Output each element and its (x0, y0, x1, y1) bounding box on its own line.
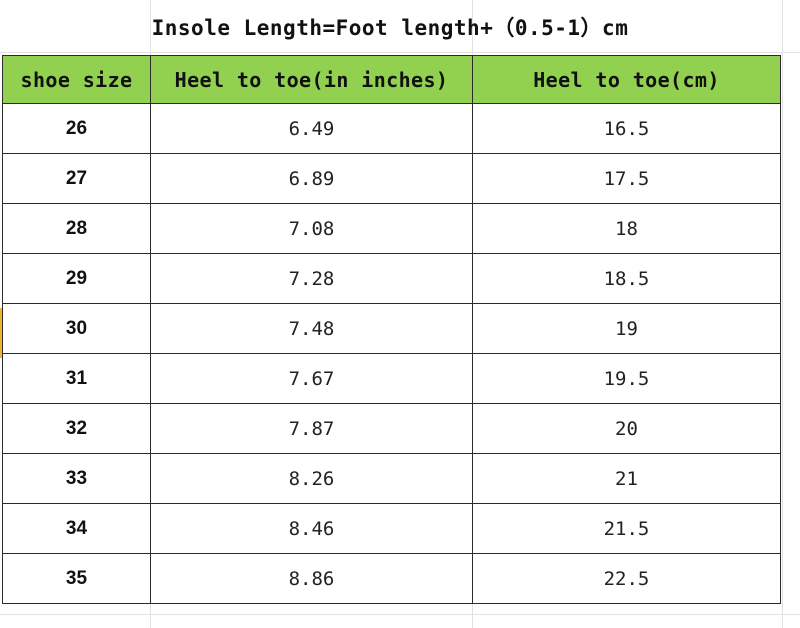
cell-inches[interactable]: 7.28 (150, 253, 473, 304)
row-selection-marker (0, 308, 3, 358)
cell-shoe-size[interactable]: 28 (2, 203, 151, 254)
cell-shoe-size[interactable]: 35 (2, 553, 151, 604)
sheet-gridline (0, 614, 800, 615)
cell-shoe-size[interactable]: 34 (2, 503, 151, 554)
table-row: 28 7.08 18 (2, 203, 781, 254)
cell-cm[interactable]: 20 (472, 403, 781, 454)
table-row: 35 8.86 22.5 (2, 553, 781, 604)
cell-inches[interactable]: 7.87 (150, 403, 473, 454)
header-heel-to-toe-inches[interactable]: Heel to toe(in inches) (150, 55, 473, 104)
cell-inches[interactable]: 7.48 (150, 303, 473, 354)
cell-shoe-size[interactable]: 31 (2, 353, 151, 404)
header-heel-to-toe-cm[interactable]: Heel to toe(cm) (472, 55, 781, 104)
cell-shoe-size[interactable]: 30 (2, 303, 151, 354)
cell-inches[interactable]: 6.89 (150, 153, 473, 204)
cell-cm[interactable]: 17.5 (472, 153, 781, 204)
size-chart-table: shoe size Heel to toe(in inches) Heel to… (2, 55, 781, 604)
table-row: 26 6.49 16.5 (2, 103, 781, 154)
cell-cm[interactable]: 21.5 (472, 503, 781, 554)
cell-shoe-size[interactable]: 33 (2, 453, 151, 504)
table-row: 30 7.48 19 (2, 303, 781, 354)
cell-cm[interactable]: 18 (472, 203, 781, 254)
page-title: Insole Length=Foot length+（0.5-1）cm (151, 16, 629, 40)
cell-cm[interactable]: 18.5 (472, 253, 781, 304)
cell-inches[interactable]: 7.67 (150, 353, 473, 404)
table-header-row: shoe size Heel to toe(in inches) Heel to… (2, 55, 781, 104)
table-row: 31 7.67 19.5 (2, 353, 781, 404)
cell-cm[interactable]: 16.5 (472, 103, 781, 154)
cell-inches[interactable]: 8.86 (150, 553, 473, 604)
cell-inches[interactable]: 8.46 (150, 503, 473, 554)
cell-shoe-size[interactable]: 29 (2, 253, 151, 304)
cell-shoe-size[interactable]: 26 (2, 103, 151, 154)
table-row: 27 6.89 17.5 (2, 153, 781, 204)
cell-cm[interactable]: 22.5 (472, 553, 781, 604)
cell-cm[interactable]: 19.5 (472, 353, 781, 404)
table-row: 34 8.46 21.5 (2, 503, 781, 554)
cell-inches[interactable]: 8.26 (150, 453, 473, 504)
sheet-gridline (782, 0, 783, 628)
table-row: 29 7.28 18.5 (2, 253, 781, 304)
cell-shoe-size[interactable]: 27 (2, 153, 151, 204)
cell-inches[interactable]: 6.49 (150, 103, 473, 154)
table-row: 32 7.87 20 (2, 403, 781, 454)
sheet-gridline (0, 52, 800, 53)
table-row: 33 8.26 21 (2, 453, 781, 504)
cell-inches[interactable]: 7.08 (150, 203, 473, 254)
cell-cm[interactable]: 21 (472, 453, 781, 504)
header-shoe-size[interactable]: shoe size (2, 55, 151, 104)
cell-cm[interactable]: 19 (472, 303, 781, 354)
cell-shoe-size[interactable]: 32 (2, 403, 151, 454)
